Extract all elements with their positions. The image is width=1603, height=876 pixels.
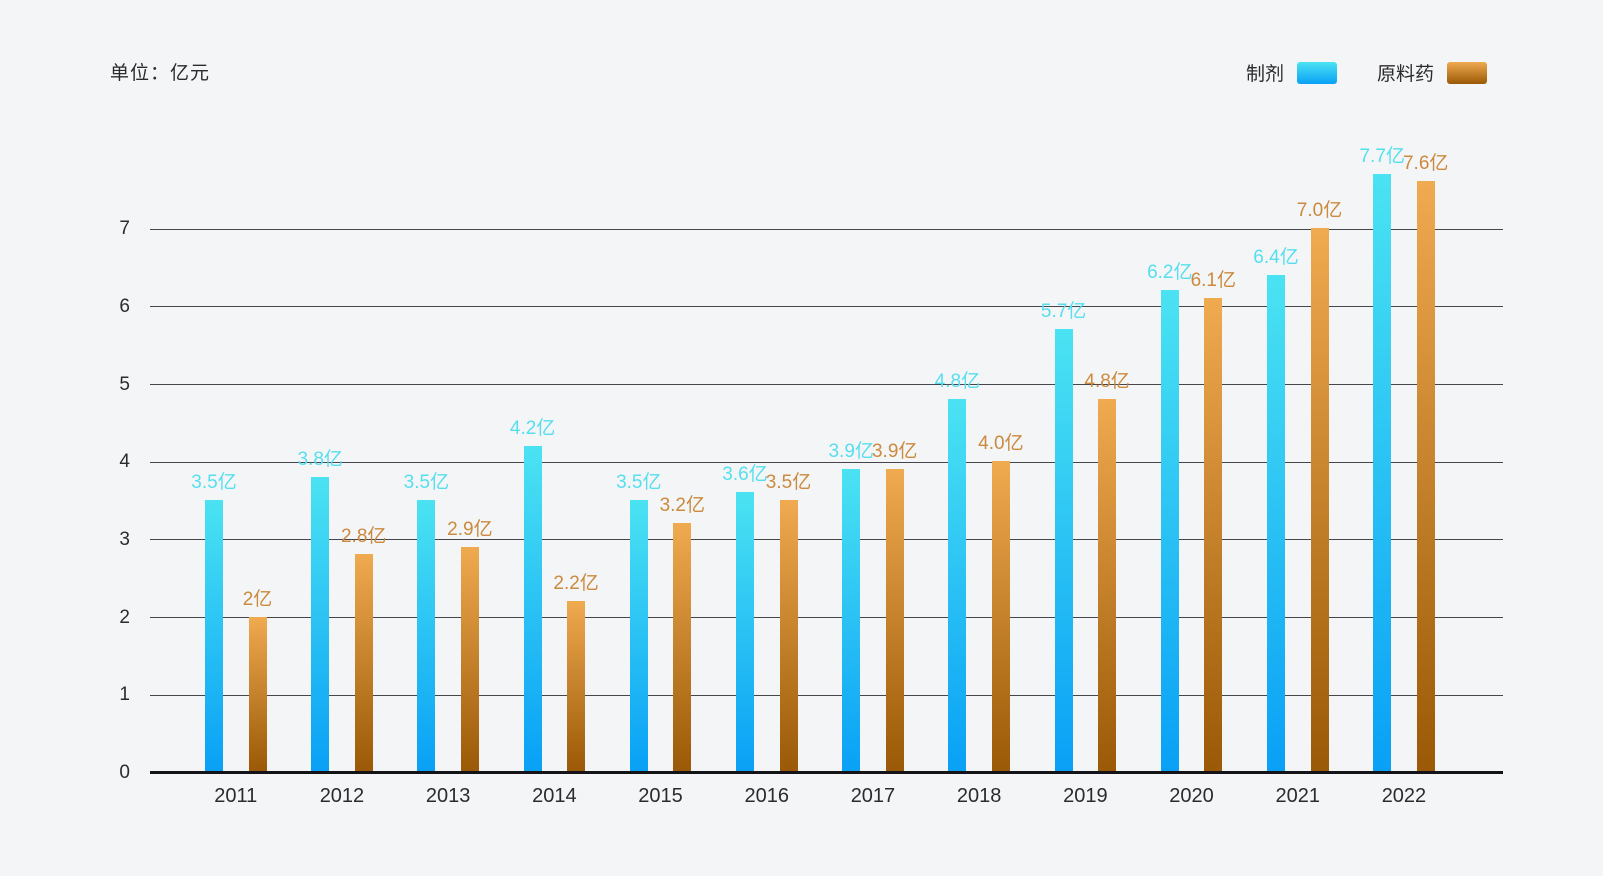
x-tick-label-2011: 2011 xyxy=(214,785,258,807)
x-tick-label-2022: 2022 xyxy=(1381,785,1427,807)
bar-formulation-2022 xyxy=(1373,173,1392,772)
bar-label-formulation-2022: 7.7亿 xyxy=(1359,145,1405,167)
bar-api-2013 xyxy=(460,546,479,772)
bar-label-formulation-2011: 3.5亿 xyxy=(191,472,237,494)
bar-label-api-2019: 4.8亿 xyxy=(1084,371,1130,393)
x-axis-line xyxy=(150,771,1503,774)
gridline-7 xyxy=(150,228,1503,230)
plot-area: 0 1 2 3 4 5 6 7 3.5亿 2亿 2011 3.8亿 2.8亿 2012 3.5亿 2.9亿 20… xyxy=(119,146,1503,807)
bar-label-formulation-2015: 3.5亿 xyxy=(616,472,662,494)
x-tick-label-2015: 2015 xyxy=(638,785,683,807)
bar-api-2015 xyxy=(673,523,692,772)
bar-label-formulation-2018: 4.8亿 xyxy=(934,371,981,393)
gridline-3 xyxy=(150,539,1503,541)
bar-api-2011 xyxy=(248,616,267,772)
y-tick-label-2: 2 xyxy=(119,606,130,628)
y-tick-label-3: 3 xyxy=(119,528,130,550)
gridline-6 xyxy=(150,306,1503,308)
y-tick-label-4: 4 xyxy=(119,451,130,473)
bar-label-formulation-2012: 3.8亿 xyxy=(297,448,343,470)
x-tick-label-2014: 2014 xyxy=(532,785,577,807)
bar-api-2019 xyxy=(1098,399,1117,772)
bar-api-2021 xyxy=(1310,228,1329,772)
bar-formulation-2021 xyxy=(1267,274,1285,772)
x-tick-label-2020: 2020 xyxy=(1169,785,1214,807)
bar-label-api-2022: 7.6亿 xyxy=(1402,153,1449,175)
bar-formulation-2015 xyxy=(629,500,648,772)
bar-label-api-2018: 4.0亿 xyxy=(978,433,1024,455)
legend-swatch-formulation xyxy=(1296,61,1337,84)
bar-label-formulation-2019: 5.7亿 xyxy=(1040,301,1087,323)
bar-label-api-2017: 3.9亿 xyxy=(871,440,918,462)
y-tick-label-0: 0 xyxy=(119,762,130,783)
bar-api-2022 xyxy=(1416,181,1435,772)
bar-label-api-2015: 3.2亿 xyxy=(659,495,706,517)
bar-formulation-2020 xyxy=(1160,290,1179,772)
x-tick-label-2013: 2013 xyxy=(425,785,471,807)
bar-label-formulation-2017: 3.9亿 xyxy=(828,440,874,462)
x-tick-label-2018: 2018 xyxy=(956,785,1002,807)
unit-label: 单位：亿元 xyxy=(110,63,211,84)
bar-label-api-2013: 2.9亿 xyxy=(447,518,493,540)
bar-api-2012 xyxy=(354,554,373,772)
legend-item-api[interactable]: 原料药 xyxy=(1377,59,1487,86)
y-tick-label-6: 6 xyxy=(119,295,130,317)
legend-swatch-api xyxy=(1447,61,1487,84)
bar-label-formulation-2021: 6.4亿 xyxy=(1253,246,1299,268)
bar-formulation-2017 xyxy=(842,468,861,772)
bar-api-2014 xyxy=(567,601,586,772)
bar-label-formulation-2013: 3.5亿 xyxy=(403,472,450,494)
bar-formulation-2013 xyxy=(417,500,436,772)
bar-api-2020 xyxy=(1204,298,1223,772)
bar-formulation-2012 xyxy=(311,476,330,772)
bar-api-2018 xyxy=(991,461,1010,772)
y-tick-label-5: 5 xyxy=(119,373,130,395)
gridline-5 xyxy=(150,384,1503,385)
bar-label-api-2012: 2.8亿 xyxy=(340,526,387,548)
bar-api-2016 xyxy=(779,500,798,772)
y-tick-label-7: 7 xyxy=(119,218,130,240)
gridline-4 xyxy=(150,461,1503,463)
bar-formulation-2019 xyxy=(1054,329,1073,772)
legend-label-formulation: 制剂 xyxy=(1245,64,1284,85)
bar-label-formulation-2016: 3.6亿 xyxy=(722,464,768,486)
x-tick-label-2017: 2017 xyxy=(850,785,896,807)
legend-item-formulation[interactable]: 制剂 xyxy=(1246,59,1337,86)
bar-label-api-2020: 6.1亿 xyxy=(1190,270,1237,292)
bar-formulation-2016 xyxy=(736,492,754,772)
x-tick-label-2021: 2021 xyxy=(1275,785,1321,807)
gridline-2 xyxy=(150,617,1503,619)
x-tick-label-2019: 2019 xyxy=(1063,785,1108,807)
y-tick-label-1: 1 xyxy=(119,684,130,706)
bar-formulation-2011 xyxy=(205,500,223,772)
bar-label-formulation-2014: 4.2亿 xyxy=(509,417,556,439)
x-tick-label-2012: 2012 xyxy=(319,785,365,807)
bar-api-2017 xyxy=(885,468,904,772)
bar-label-api-2014: 2.2亿 xyxy=(553,573,599,595)
legend-label-api: 原料药 xyxy=(1376,64,1434,85)
bar-formulation-2014 xyxy=(523,445,542,772)
bar-label-api-2021: 7.0亿 xyxy=(1296,200,1343,222)
bar-formulation-2018 xyxy=(948,399,967,772)
gridline-1 xyxy=(150,694,1503,696)
x-tick-label-2016: 2016 xyxy=(744,785,790,807)
bar-label-api-2011: 2亿 xyxy=(242,588,273,610)
bar-label-formulation-2020: 6.2亿 xyxy=(1147,262,1193,284)
bar-label-api-2016: 3.5亿 xyxy=(765,472,812,494)
legend: 制剂 原料药 xyxy=(1246,59,1487,86)
